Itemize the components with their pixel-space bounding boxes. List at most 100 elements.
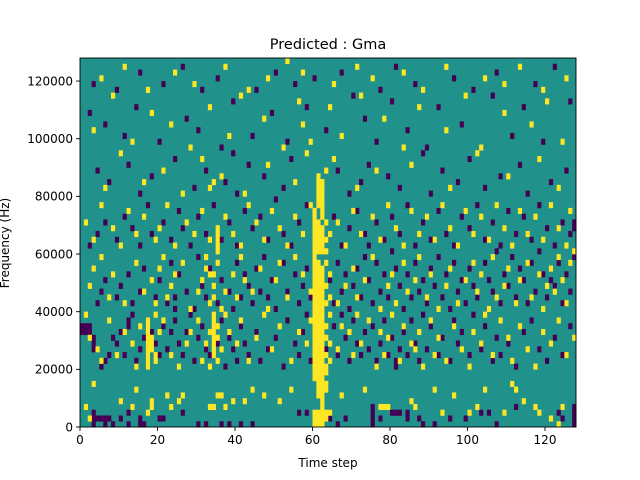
heatmap-cell xyxy=(452,242,457,249)
heatmap-cell xyxy=(378,403,383,411)
heatmap-cell xyxy=(320,403,325,411)
heatmap-cell xyxy=(87,415,92,422)
heatmap-cell xyxy=(312,369,317,376)
heatmap-cell xyxy=(444,127,449,134)
heatmap-cell xyxy=(483,184,488,191)
heatmap-cell xyxy=(157,225,162,232)
heatmap-cell xyxy=(200,207,205,214)
heatmap-cell xyxy=(312,277,317,284)
heatmap-cell xyxy=(444,282,449,289)
heatmap-cell xyxy=(269,346,275,353)
heatmap-cell xyxy=(564,167,569,174)
heatmap-cell xyxy=(250,288,255,295)
heatmap-cell xyxy=(95,167,100,174)
heatmap-cell xyxy=(467,409,472,416)
heatmap-cell xyxy=(331,323,337,330)
heatmap-cell xyxy=(428,190,433,197)
heatmap-cell xyxy=(459,121,464,128)
heatmap-cell xyxy=(238,294,244,301)
heatmap-cell xyxy=(436,334,441,341)
heatmap-cell xyxy=(95,346,100,353)
heatmap-cell xyxy=(312,357,317,364)
heatmap-cell xyxy=(312,305,317,312)
heatmap-cell xyxy=(91,380,96,387)
heatmap-cell xyxy=(200,156,205,163)
heatmap-cell xyxy=(145,363,151,370)
heatmap-cell xyxy=(126,271,131,278)
heatmap-cell xyxy=(246,161,251,168)
heatmap-cell xyxy=(196,288,201,295)
x-axis-label: Time step xyxy=(297,456,357,470)
x-tick-label: 80 xyxy=(382,433,397,447)
heatmap-cell xyxy=(184,340,189,347)
heatmap-cell xyxy=(126,161,131,168)
heatmap-cell xyxy=(541,305,546,312)
heatmap-cell xyxy=(421,363,426,370)
heatmap-cell xyxy=(324,346,329,353)
heatmap-cell xyxy=(560,138,565,145)
heatmap-cell xyxy=(200,357,205,364)
heatmap-cell xyxy=(103,121,108,128)
heatmap-cell xyxy=(300,69,306,76)
heatmap-cell xyxy=(316,230,321,238)
heatmap-cell xyxy=(328,340,333,347)
heatmap-cell xyxy=(320,363,325,370)
heatmap-cell xyxy=(359,92,364,99)
heatmap-cell xyxy=(192,305,197,312)
heatmap-cell xyxy=(316,334,321,341)
heatmap-cell xyxy=(134,104,139,111)
heatmap-cell xyxy=(211,271,216,278)
heatmap-cell xyxy=(134,259,139,266)
heatmap-cell xyxy=(413,403,418,411)
heatmap-cell xyxy=(428,323,433,330)
heatmap-cell xyxy=(328,277,333,284)
axes-frame xyxy=(79,57,577,428)
heatmap-cell xyxy=(444,357,449,364)
heatmap-cell xyxy=(339,392,344,399)
heatmap-cell xyxy=(467,352,472,359)
heatmap-cell xyxy=(560,415,565,422)
heatmap-cell xyxy=(238,254,244,261)
heatmap-cell xyxy=(207,352,213,359)
heatmap-cell xyxy=(324,352,329,359)
heatmap-cell xyxy=(405,415,410,422)
heatmap-cell xyxy=(324,248,329,255)
heatmap-cell xyxy=(273,305,278,312)
heatmap-cell xyxy=(99,288,104,295)
heatmap-cell xyxy=(277,225,282,232)
heatmap-cell xyxy=(331,300,337,307)
heatmap-cell xyxy=(285,242,290,249)
heatmap-cell xyxy=(498,317,503,324)
heatmap-cell xyxy=(448,225,453,232)
heatmap-cell xyxy=(293,213,298,220)
heatmap-cell xyxy=(173,317,178,324)
heatmap-cell xyxy=(235,340,240,347)
heatmap-cell xyxy=(192,184,197,191)
heatmap-cell xyxy=(107,352,112,359)
heatmap-cell xyxy=(529,259,534,266)
heatmap-cell xyxy=(153,340,158,347)
heatmap-cell xyxy=(200,277,205,284)
heatmap-cell xyxy=(393,225,399,232)
heatmap-cell xyxy=(390,248,395,255)
heatmap-cell xyxy=(320,202,325,209)
heatmap-cell xyxy=(316,311,321,318)
heatmap-cell xyxy=(273,69,278,76)
heatmap-cell xyxy=(320,334,325,341)
heatmap-cell xyxy=(463,207,468,214)
heatmap-cell xyxy=(204,421,209,428)
heatmap-cell xyxy=(316,288,321,295)
heatmap-cell xyxy=(312,340,317,347)
heatmap-cell xyxy=(537,409,542,416)
heatmap-cell xyxy=(393,300,399,307)
heatmap-cell xyxy=(285,58,290,65)
heatmap-cell xyxy=(87,242,92,249)
heatmap-cell xyxy=(153,357,158,364)
heatmap-cell xyxy=(316,184,321,191)
heatmap-cell xyxy=(312,230,317,238)
heatmap-cell xyxy=(548,179,554,186)
heatmap-cell xyxy=(502,81,507,88)
heatmap-cell xyxy=(204,340,209,347)
heatmap-cell xyxy=(424,300,430,307)
heatmap-cell xyxy=(219,346,224,353)
